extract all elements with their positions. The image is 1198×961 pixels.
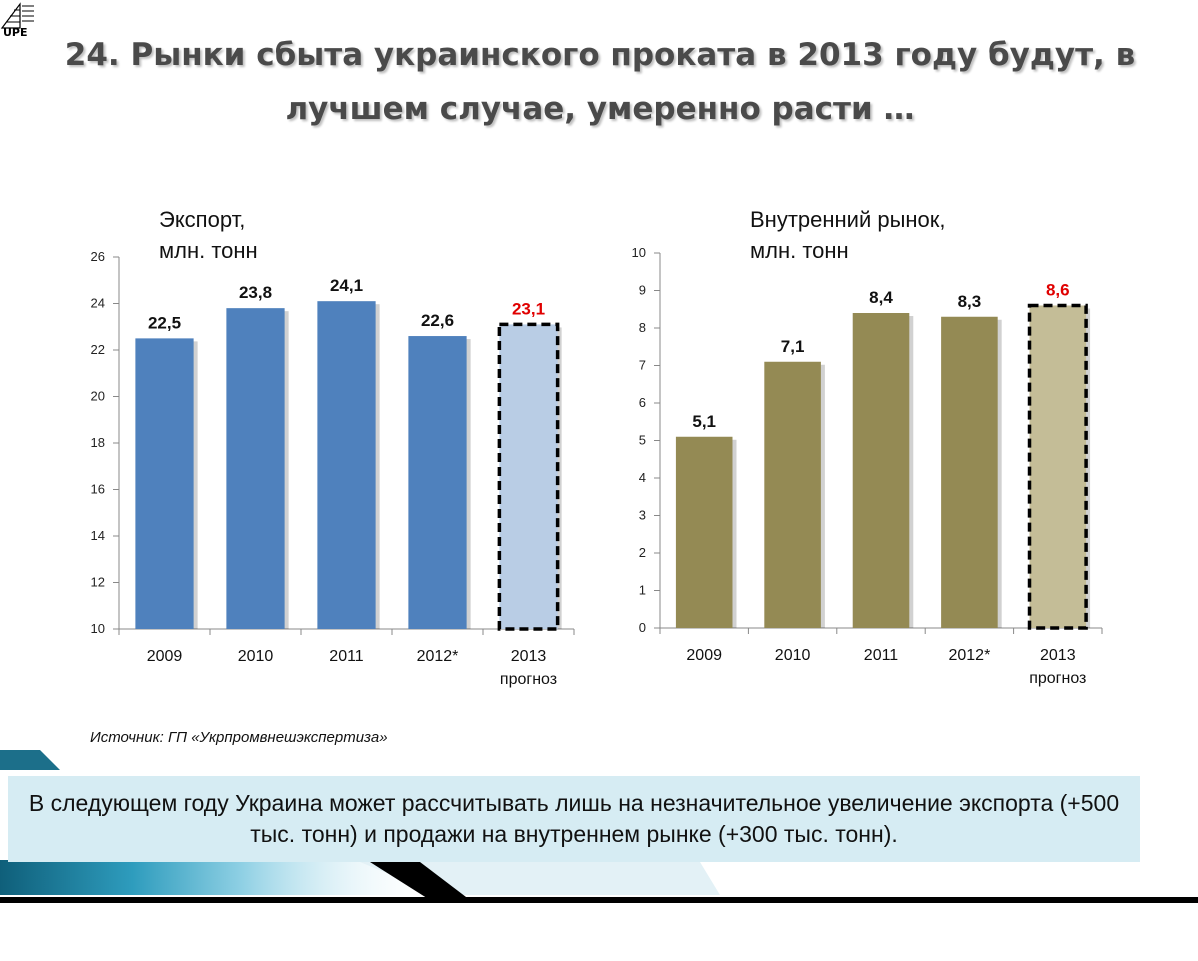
- y-tick-label: 18: [91, 435, 105, 450]
- y-tick-label: 3: [639, 508, 646, 523]
- domestic-chart-title: Внутренний рынок, млн. тонн: [750, 207, 946, 263]
- decorative-band: [0, 750, 1198, 903]
- data-label: 22,5: [148, 313, 181, 332]
- bar: [941, 316, 998, 628]
- band-wedge-bottom: [0, 860, 440, 895]
- data-label: 24,1: [330, 276, 363, 295]
- bar: [764, 361, 821, 628]
- x-tick-label: 2010: [775, 647, 811, 664]
- x-tick-label: 2012*: [948, 647, 990, 664]
- bar: [408, 336, 467, 629]
- x-tick-label: 2013: [511, 648, 547, 665]
- band-wedge-top: [0, 750, 60, 770]
- x-tick-label: прогноз: [500, 671, 557, 688]
- export-chart-title: Экспорт, млн. тонн: [159, 207, 258, 263]
- data-label: 8,6: [1046, 281, 1070, 300]
- y-tick-label: 22: [91, 342, 105, 357]
- y-tick-label: 9: [639, 283, 646, 298]
- y-tick-label: 10: [632, 245, 646, 260]
- y-tick-label: 20: [91, 389, 105, 404]
- x-tick-label: 2009: [147, 648, 183, 665]
- upe-logo: UPE: [0, 0, 46, 42]
- y-tick-label: 1: [639, 583, 646, 598]
- y-tick-label: 10: [91, 621, 105, 636]
- data-label: 23,8: [239, 283, 272, 302]
- y-tick-label: 6: [639, 395, 646, 410]
- data-label: 23,1: [512, 299, 545, 318]
- forecast-bar: [497, 322, 560, 631]
- export-chart: 10 12 14 16 18 20 22 24 26 22,5 2009 23,8 2010 24,1 20…: [91, 249, 575, 688]
- y-tick-label: 8: [639, 320, 646, 335]
- x-tick-label: 2010: [238, 648, 274, 665]
- y-tick-label: 14: [91, 528, 105, 543]
- y-tick-label: 26: [91, 249, 105, 264]
- logo-mark-icon: [0, 2, 34, 29]
- band-baseline: [0, 897, 1198, 903]
- y-tick-label: 12: [91, 575, 105, 590]
- data-label: 7,1: [781, 337, 805, 356]
- bar: [852, 313, 910, 628]
- x-tick-label: прогноз: [1029, 670, 1086, 687]
- band-black-wedge: [370, 862, 470, 900]
- bar: [135, 338, 194, 629]
- source-note: Источник: ГП «Укрпромвнешэкспертиза»: [90, 729, 388, 746]
- summary-box: В следующем году Украина может рассчитыв…: [8, 776, 1140, 862]
- y-tick-label: 4: [639, 470, 646, 485]
- y-tick-label: 0: [639, 620, 646, 635]
- data-label: 8,4: [869, 288, 893, 307]
- y-tick-label: 2: [639, 545, 646, 560]
- data-label: 8,3: [958, 292, 982, 311]
- x-tick-label: 2013: [1040, 647, 1076, 664]
- x-tick-label: 2012*: [417, 648, 459, 665]
- y-tick-label: 16: [91, 482, 105, 497]
- logo-text: UPE: [3, 26, 28, 39]
- bar: [226, 308, 285, 629]
- slide-title: 24. Рынки сбыта украинского проката в 20…: [64, 37, 1136, 127]
- data-label: 5,1: [692, 412, 716, 431]
- data-label: 22,6: [421, 311, 454, 330]
- x-tick-label: 2011: [864, 647, 899, 664]
- y-tick-label: 24: [91, 296, 105, 311]
- domestic-chart: 0 1 2 3 4 5 6 7 8 9 10 5,1 2009 7,1 2010 8,4 2011 8,3 2012…: [632, 245, 1103, 687]
- y-tick-label: 7: [639, 358, 646, 373]
- bar: [317, 301, 376, 629]
- y-tick-label: 5: [639, 433, 646, 448]
- x-tick-label: 2011: [329, 648, 364, 665]
- forecast-bar: [1027, 303, 1088, 630]
- x-tick-label: 2009: [686, 647, 722, 664]
- bar: [675, 436, 733, 628]
